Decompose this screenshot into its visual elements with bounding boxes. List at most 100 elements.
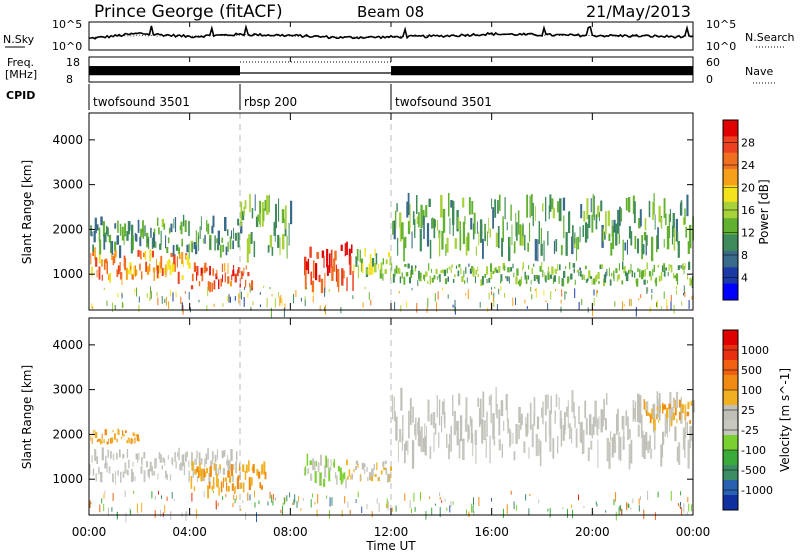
velocity-colorbar-label: Velocity [m s^-1] bbox=[778, 368, 792, 472]
power-colorbar-tick: 12 bbox=[741, 227, 755, 240]
velocity-colorbar-swatch bbox=[723, 390, 738, 406]
power-colorbar-tick: 28 bbox=[741, 137, 755, 150]
freq-plot bbox=[89, 61, 693, 76]
velocity-colorbar-tick: -1000 bbox=[741, 484, 773, 497]
x-tick-label: 00:00 bbox=[72, 525, 107, 539]
velocity-colorbar-swatch bbox=[723, 330, 738, 346]
power-colorbar-tick: 4 bbox=[741, 272, 748, 285]
power-region-6 bbox=[392, 192, 694, 262]
power-region-3 bbox=[240, 193, 293, 263]
velocity-colorbar-swatch bbox=[723, 465, 738, 481]
velocity-colorbar-swatch bbox=[723, 495, 738, 511]
power-colorbar: 28 24 20 16 12 8 4 bbox=[722, 119, 755, 301]
power-colorbar-swatch bbox=[723, 283, 738, 301]
y-tick-label: 4000 bbox=[52, 338, 83, 352]
power-colorbar-swatch bbox=[723, 185, 738, 203]
power-region-1 bbox=[90, 214, 243, 259]
power-heatmap bbox=[90, 113, 694, 318]
freq-right-label: Nave bbox=[745, 65, 773, 78]
noise-series-search bbox=[89, 33, 694, 39]
velocity-colorbar: 1000 500 100 25 -25 -100 -500 -1000 bbox=[722, 329, 773, 511]
velocity-colorbar-swatch bbox=[723, 405, 738, 421]
velocity-colorbar-swatch bbox=[723, 420, 738, 436]
velocity-colorbar-tick: 500 bbox=[741, 364, 762, 377]
x-tick-label: 20:00 bbox=[575, 525, 610, 539]
velocity-y-label: Slant Range [km] bbox=[20, 365, 34, 469]
x-tick-label: 08:00 bbox=[273, 525, 308, 539]
velocity-colorbar-swatch bbox=[723, 435, 738, 451]
noise-left-label: N.Sky bbox=[3, 33, 35, 46]
power-region-5 bbox=[353, 248, 392, 281]
velocity-colorbar-tick: -25 bbox=[741, 424, 759, 437]
power-colorbar-tick: 20 bbox=[741, 182, 755, 195]
power-region-2 bbox=[190, 262, 254, 293]
velocity-colorbar-tick: 1000 bbox=[741, 344, 769, 357]
power-colorbar-swatch bbox=[723, 250, 738, 268]
x-axis-label: Time UT bbox=[365, 539, 416, 553]
cpid-label: CPID bbox=[6, 89, 35, 102]
velocity-region-1 bbox=[90, 428, 140, 445]
velocity-colorbar-swatch bbox=[723, 450, 738, 466]
y-tick-label: 4000 bbox=[52, 133, 83, 147]
freq-left-tick-top: 18 bbox=[66, 56, 80, 69]
power-colorbar-swatch bbox=[723, 234, 738, 252]
power-colorbar-swatch bbox=[723, 136, 738, 154]
noise-left-tick-bottom: 10^0 bbox=[52, 40, 82, 53]
freq-right-tick-top: 60 bbox=[706, 56, 720, 69]
velocity-colorbar-swatch bbox=[723, 345, 738, 361]
power-y-axis: 1000 2000 3000 4000 bbox=[52, 133, 693, 281]
power-region-4 bbox=[304, 241, 354, 294]
x-tick-label: 16:00 bbox=[474, 525, 509, 539]
power-region-0 bbox=[90, 247, 191, 285]
x-tick-label: 00:00 bbox=[676, 525, 711, 539]
cpid-segments: twofsound 3501 rbsp 200 twofsound 3501 bbox=[88, 84, 492, 110]
velocity-region-2 bbox=[190, 460, 267, 499]
velocity-colorbar-swatch bbox=[723, 375, 738, 391]
cpid-segment-1: rbsp 200 bbox=[244, 95, 297, 109]
noise-right-label: N.Search bbox=[745, 31, 795, 44]
velocity-region-6 bbox=[643, 399, 694, 431]
power-colorbar-tick: 16 bbox=[741, 204, 755, 217]
cpid-segment-2: twofsound 3501 bbox=[395, 95, 492, 109]
noise-plot bbox=[88, 24, 694, 40]
velocity-heatmap bbox=[89, 318, 695, 523]
y-tick-label: 1000 bbox=[52, 267, 83, 281]
power-colorbar-swatch bbox=[723, 267, 738, 285]
beam-label: Beam 08 bbox=[357, 3, 424, 21]
x-axis: 00:00 04:00 08:00 12:00 16:00 20:00 00:00 bbox=[72, 22, 711, 539]
noise-series-sky bbox=[88, 24, 694, 40]
freq-left-label-2: [MHz] bbox=[5, 68, 37, 81]
y-tick-label: 1000 bbox=[52, 472, 83, 486]
velocity-colorbar-tick: -100 bbox=[741, 444, 766, 457]
date-label: 21/May/2013 bbox=[586, 2, 691, 21]
noise-right-tick-bottom: 10^0 bbox=[706, 40, 736, 53]
power-colorbar-swatch bbox=[723, 169, 738, 186]
velocity-colorbar-swatch bbox=[723, 480, 738, 496]
velocity-colorbar-tick: 100 bbox=[741, 384, 762, 397]
power-y-label: Slant Range [km] bbox=[20, 160, 34, 264]
power-colorbar-swatch bbox=[723, 218, 738, 236]
freq-fill-1 bbox=[391, 66, 693, 76]
y-tick-label: 3000 bbox=[52, 383, 83, 397]
y-tick-label: 2000 bbox=[52, 427, 83, 441]
power-colorbar-swatch bbox=[723, 152, 738, 170]
power-colorbar-tick: 24 bbox=[741, 159, 755, 172]
x-tick-label: 04:00 bbox=[172, 525, 207, 539]
noise-left-tick-top: 10^5 bbox=[52, 18, 82, 31]
cpid-segment-0: twofsound 3501 bbox=[93, 95, 190, 109]
y-tick-label: 2000 bbox=[52, 222, 83, 236]
velocity-region-4 bbox=[346, 459, 392, 483]
velocity-region-3 bbox=[303, 453, 347, 489]
x-tick-label: 12:00 bbox=[374, 525, 409, 539]
freq-left-label-1: Freq. bbox=[7, 56, 34, 69]
freq-left-tick-bottom: 8 bbox=[66, 73, 73, 86]
station-title: Prince George (fitACF) bbox=[94, 2, 283, 22]
velocity-colorbar-swatch bbox=[723, 360, 738, 376]
power-colorbar-label: Power [dB] bbox=[757, 179, 771, 244]
power-region-7 bbox=[391, 261, 693, 287]
freq-right-tick-bottom: 0 bbox=[706, 73, 713, 86]
y-tick-label: 3000 bbox=[52, 178, 83, 192]
power-colorbar-tick: 8 bbox=[741, 249, 748, 262]
velocity-colorbar-tick: -500 bbox=[741, 464, 766, 477]
